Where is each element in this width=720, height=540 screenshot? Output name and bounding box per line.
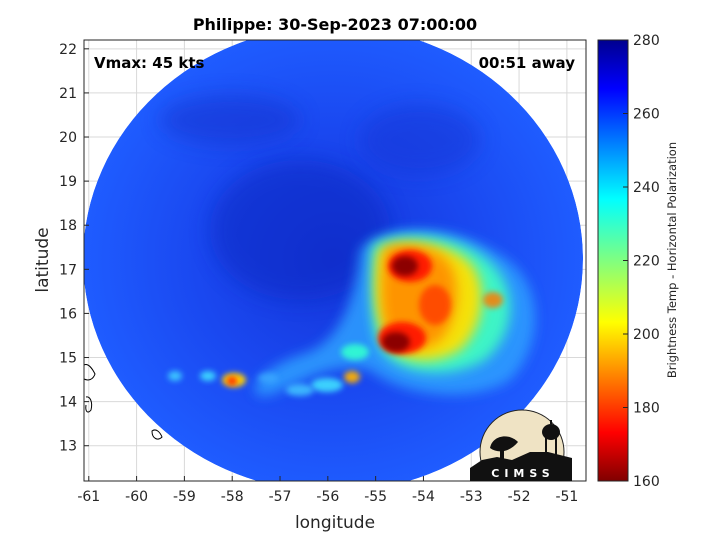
y-tick-label: 16 — [59, 306, 77, 322]
x-tick-label: -52 — [508, 489, 531, 505]
y-tick-label: 22 — [59, 42, 77, 58]
y-tick-label: 14 — [59, 395, 77, 411]
x-tick-label: -61 — [77, 489, 100, 505]
y-tick-label: 17 — [59, 262, 77, 278]
x-tick-label: -56 — [316, 489, 339, 505]
colorbar-tick-label: 160 — [633, 474, 660, 490]
x-tick-label: -58 — [221, 489, 244, 505]
x-tick-label: -51 — [555, 489, 578, 505]
y-tick-label: 13 — [59, 439, 77, 455]
x-tick-label: -57 — [269, 489, 292, 505]
y-tick-label: 15 — [59, 351, 77, 367]
time-offset-annotation: 00:51 away — [479, 54, 576, 72]
x-tick-label: -59 — [173, 489, 196, 505]
y-tick-label: 19 — [59, 174, 77, 190]
colorbar-tick-label: 200 — [633, 327, 660, 343]
coastline-outlines — [83, 364, 163, 440]
colorbar-tick-label: 180 — [633, 401, 660, 417]
vmax-annotation: Vmax: 45 kts — [94, 54, 204, 72]
colorbar-ticks: 160 180 200 220 240 260 280 — [623, 33, 660, 490]
x-tick-label: -53 — [460, 489, 483, 505]
colorbar-tick-label: 240 — [633, 180, 660, 196]
colorbar-tick-label: 260 — [633, 107, 660, 123]
cimss-logo: CIMSS — [470, 409, 572, 481]
colorbar-tick-label: 280 — [633, 33, 660, 49]
x-ticks: -61 -60 -59 -58 -57 -56 -55 -54 -53 -52 -51 — [77, 476, 578, 505]
logo-text: CIMSS — [491, 467, 554, 480]
colorbar-tick-label: 220 — [633, 254, 660, 270]
x-tick-label: -60 — [125, 489, 148, 505]
y-tick-label: 18 — [59, 218, 77, 234]
y-tick-label: 21 — [59, 86, 77, 102]
y-ticks: 13 14 15 16 17 18 19 20 21 22 — [59, 42, 89, 455]
x-tick-label: -54 — [412, 489, 435, 505]
y-tick-label: 20 — [59, 130, 77, 146]
swath-image — [84, 40, 583, 481]
axes-frame — [83, 39, 587, 482]
colorbar-label: Brightness Temp - Horizontal Polarizatio… — [665, 142, 679, 378]
y-axis-label: latitude — [33, 227, 53, 292]
x-tick-label: -55 — [364, 489, 387, 505]
x-axis-label: longitude — [295, 513, 375, 533]
chart-title: Philippe: 30-Sep-2023 07:00:00 — [193, 15, 477, 34]
